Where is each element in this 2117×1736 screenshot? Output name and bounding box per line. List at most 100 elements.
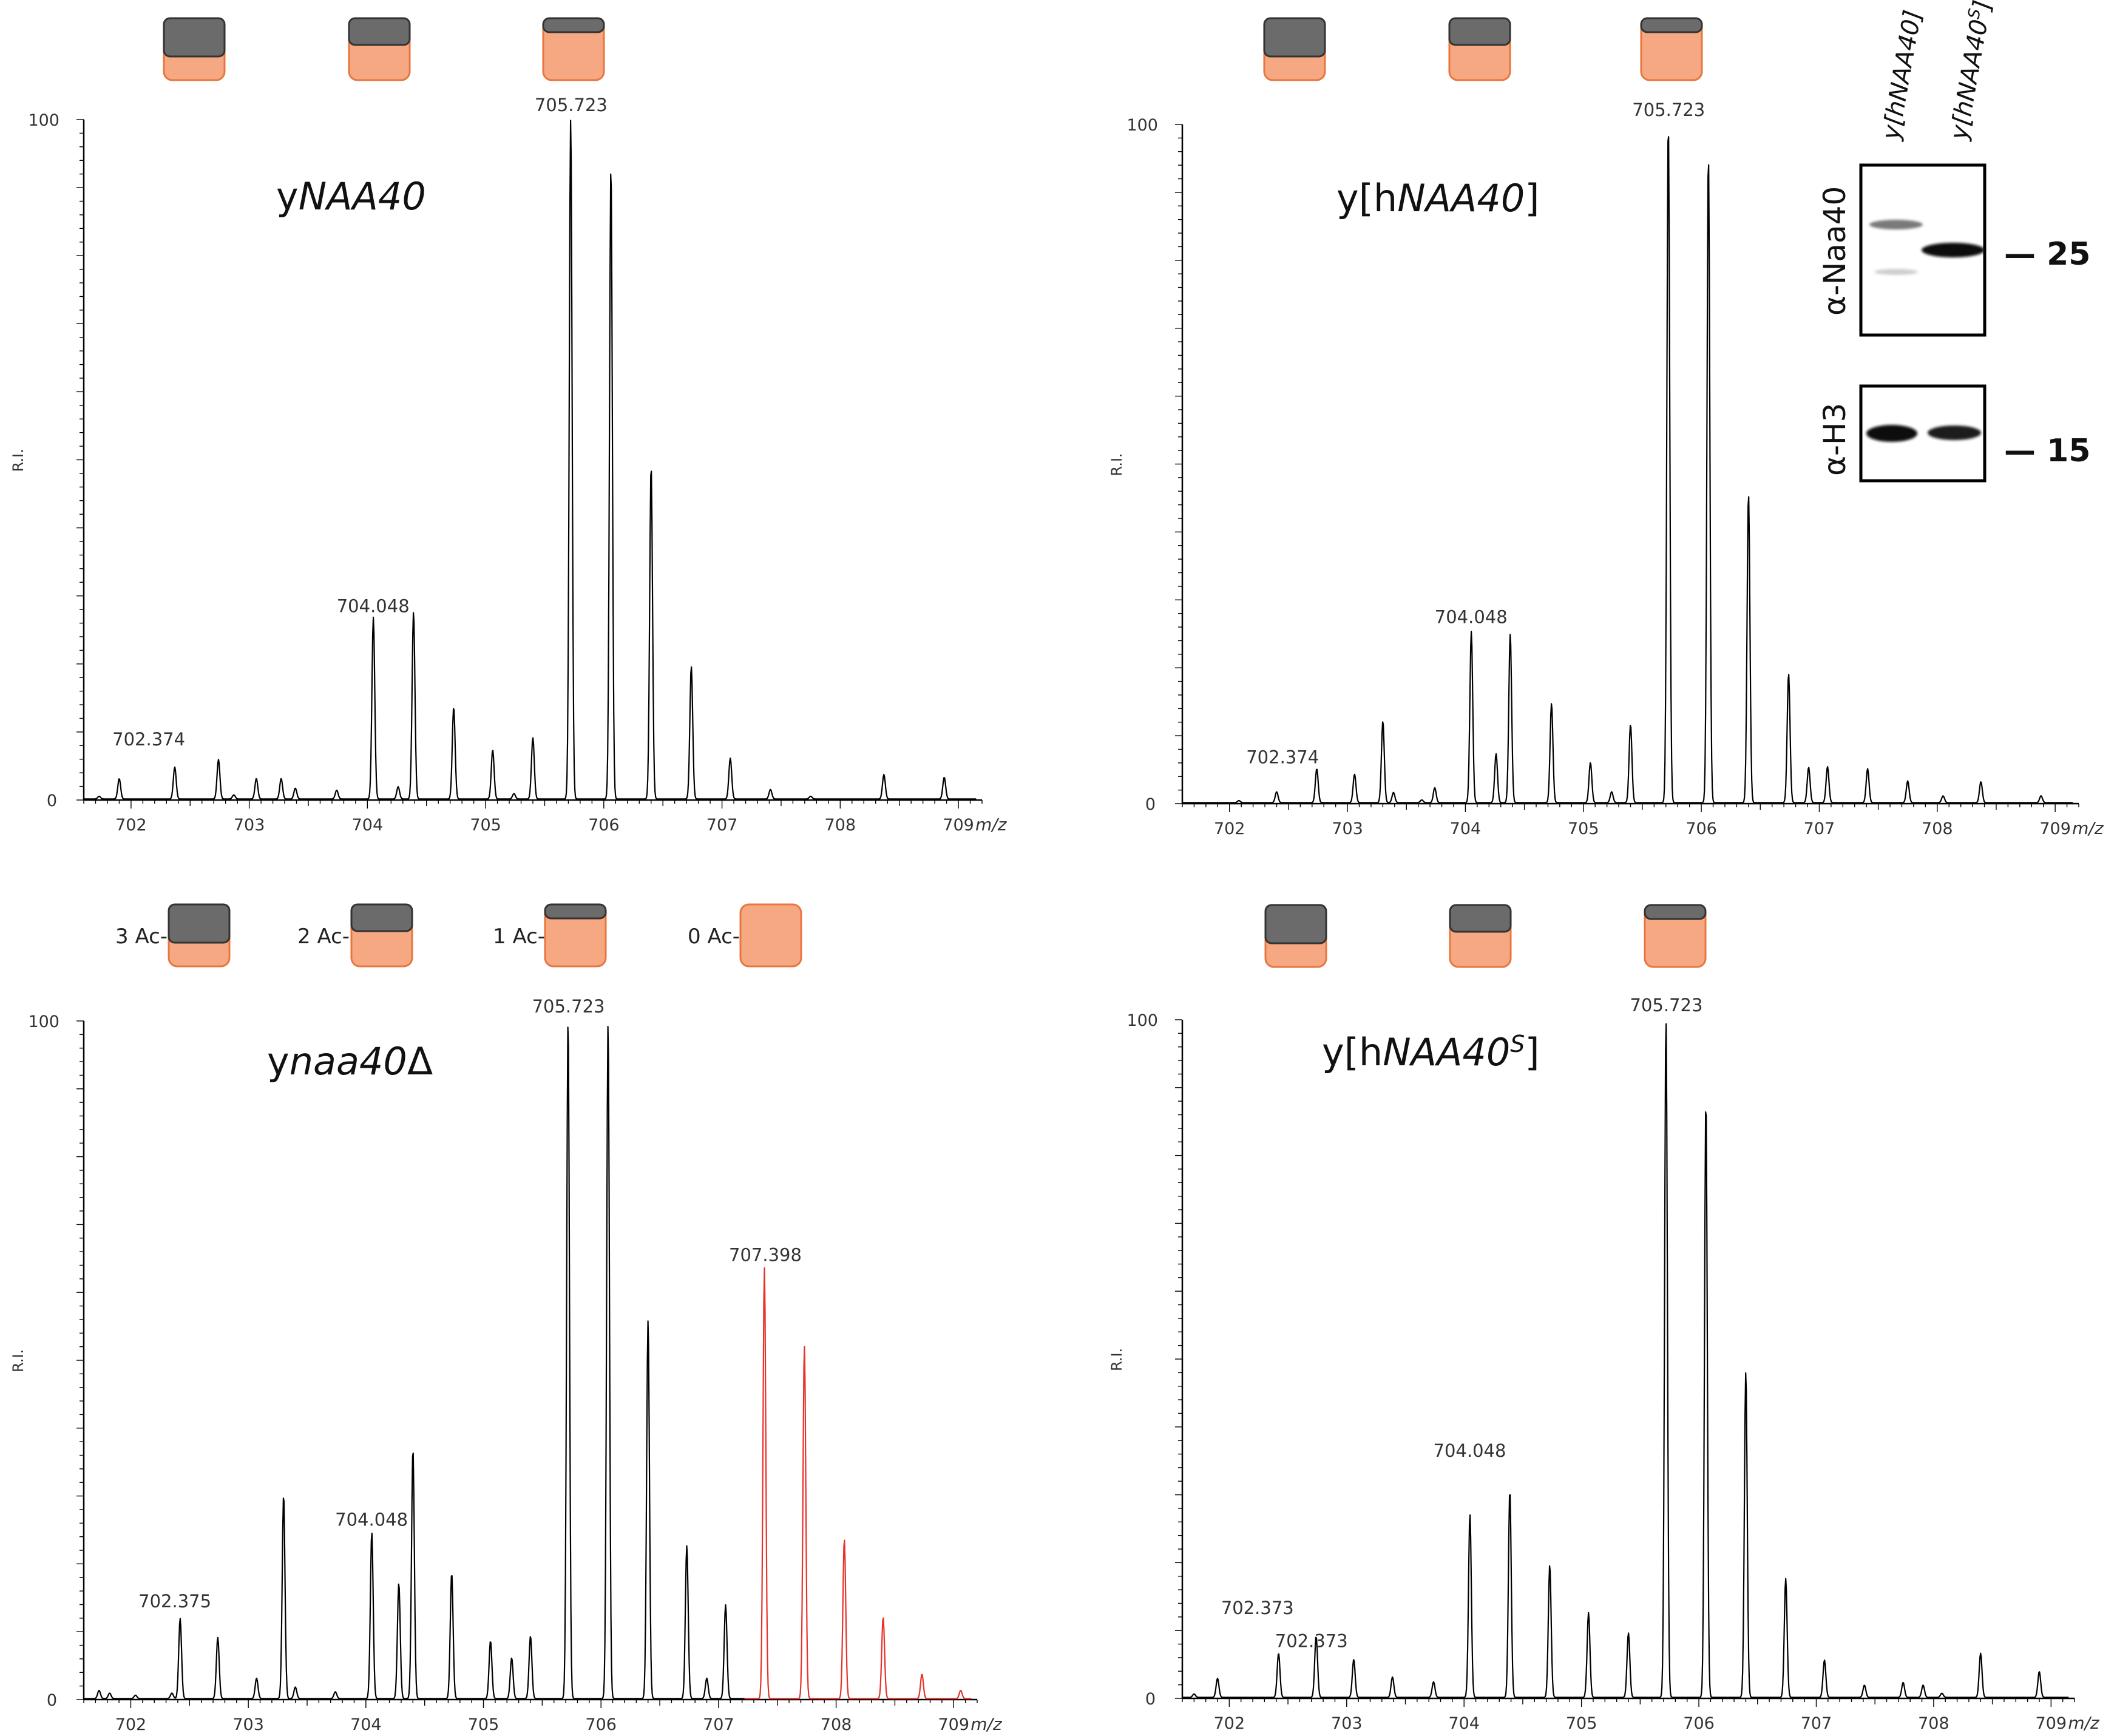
spectrum-line xyxy=(1182,136,2073,804)
y-axis-label: R.I. xyxy=(1108,453,1125,476)
x-axis-label: m/z xyxy=(2072,818,2104,838)
ac-badge-gray xyxy=(1640,17,1703,33)
x-tick-label: 709 xyxy=(938,1715,969,1734)
ac-state-badge: 3 Ac- xyxy=(115,903,231,968)
y-tick-label: 100 xyxy=(28,1012,59,1031)
peak-label: 705.723 xyxy=(532,996,605,1017)
blot-band-h3-lane1 xyxy=(1866,425,1917,442)
blot-band-naa40-lane1 xyxy=(1869,220,1923,229)
x-tick-label: 707 xyxy=(703,1715,734,1734)
ac-state-badge xyxy=(1264,904,1327,968)
ac-state-badge xyxy=(542,17,605,81)
x-tick-label: 705 xyxy=(468,1715,500,1734)
x-tick-label: 703 xyxy=(1332,819,1363,838)
x-axis-label: m/z xyxy=(970,1714,1003,1734)
spectrum-line xyxy=(744,1267,972,1700)
peak-label: 707.398 xyxy=(729,1245,802,1266)
ac-state-badge xyxy=(348,17,411,81)
x-tick-label: 705 xyxy=(470,816,501,835)
ac-badge-gray xyxy=(168,903,231,944)
y-tick-label: 100 xyxy=(1126,116,1158,135)
ac-state-badge: 2 Ac- xyxy=(297,903,413,968)
blot-antibody-naa40: α-Naa40 xyxy=(1817,186,1852,316)
ac-state-label: 2 Ac- xyxy=(297,924,350,949)
blot-band-naa40-lane2 xyxy=(1922,243,1985,257)
ac-badge-gray xyxy=(1449,904,1512,933)
x-tick-label: 706 xyxy=(1683,1714,1715,1733)
y-axis-label: R.I. xyxy=(10,1349,27,1372)
x-tick-label: 707 xyxy=(1804,819,1835,838)
blot-marker-25: — 25 xyxy=(2004,236,2090,273)
blot-antibody-h3: α-H3 xyxy=(1817,403,1852,476)
peak-label: 702.375 xyxy=(138,1591,211,1612)
x-tick-label: 709 xyxy=(2036,1714,2067,1733)
ac-badge-gray xyxy=(348,17,411,46)
ac-state-badge xyxy=(1640,17,1703,81)
ac-badge-gray xyxy=(1448,17,1511,46)
x-tick-label: 705 xyxy=(1566,1714,1597,1733)
spectrum-line xyxy=(83,1026,745,1700)
x-tick-label: 706 xyxy=(1685,819,1717,838)
ac-state-badge xyxy=(1644,904,1707,968)
y-tick-label: 0 xyxy=(1145,1690,1156,1709)
peak-label: 704.048 xyxy=(1434,1440,1506,1461)
peak-label: 702.373 xyxy=(1275,1630,1348,1651)
peak-label: 704.048 xyxy=(337,596,410,617)
spectrum-line xyxy=(83,120,977,800)
x-tick-label: 704 xyxy=(352,816,384,835)
ac-badge-gray xyxy=(163,17,226,58)
spectrum-panel-y-hNAA40S: 0 100 R.I. 702 703 704 705 706 707 708 709 m/z y[hNA… xyxy=(1108,904,2100,1733)
panel-title: yNAA40 xyxy=(276,174,426,219)
y-axis-label: R.I. xyxy=(1108,1348,1125,1371)
blot-band-faint xyxy=(1874,269,1918,275)
y-tick-label: 0 xyxy=(47,1691,57,1710)
x-tick-label: 707 xyxy=(706,816,738,835)
peak-label: 705.723 xyxy=(535,95,608,115)
ac-state-badge xyxy=(1449,904,1512,968)
ac-state-label: 3 Ac- xyxy=(115,924,168,949)
peak-label: 704.048 xyxy=(335,1510,408,1530)
x-tick-label: 703 xyxy=(232,1715,264,1734)
peak-label: 705.723 xyxy=(1630,995,1703,1015)
ac-state-badge: 0 Ac- xyxy=(688,903,802,968)
ac-badge-gray xyxy=(1264,904,1327,944)
ac-badge-base xyxy=(739,903,802,968)
y-tick-label: 0 xyxy=(1145,795,1156,814)
x-tick-label: 702 xyxy=(115,816,147,835)
spectrum-panel-yNAA40: 0 100 R.I. 702 703 704 705 706 707 708 709 m/z yNAA4… xyxy=(10,17,1008,835)
x-tick-label: 708 xyxy=(821,1715,852,1734)
y-axis-label: R.I. xyxy=(10,449,27,472)
x-tick-label: 709 xyxy=(943,816,974,835)
x-axis-label: m/z xyxy=(2068,1713,2100,1733)
ac-badge-gray xyxy=(1644,904,1707,920)
x-tick-label: 702 xyxy=(1214,819,1245,838)
blot-lane-label-1: y[hNAA40] xyxy=(1877,8,1927,142)
x-tick-label: 709 xyxy=(2039,819,2071,838)
peak-label: 702.374 xyxy=(112,729,185,750)
ac-state-badge: 1 Ac- xyxy=(493,903,607,968)
peak-label: 702.373 xyxy=(1221,1598,1294,1618)
panel-title: y[hNAA40S] xyxy=(1322,1030,1540,1074)
x-tick-label: 704 xyxy=(350,1715,382,1734)
x-tick-label: 706 xyxy=(585,1715,617,1734)
x-tick-label: 703 xyxy=(234,816,265,835)
ac-badge-gray xyxy=(542,17,605,33)
x-tick-label: 702 xyxy=(1214,1714,1245,1733)
ac-state-label: 0 Ac- xyxy=(688,924,740,949)
ac-badge-gray xyxy=(1263,17,1326,58)
western-blot-inset: y[hNAA40] y[hNAA40S] α-Naa40 α-H3 — 25 —… xyxy=(1817,0,2090,483)
x-tick-label: 703 xyxy=(1331,1714,1363,1733)
ac-state-label: 1 Ac- xyxy=(493,924,545,949)
peak-label: 704.048 xyxy=(1435,606,1508,627)
blot-marker-15: — 15 xyxy=(2004,433,2090,469)
blot-band-h3-lane2 xyxy=(1928,426,1981,440)
x-tick-label: 706 xyxy=(588,816,620,835)
y-tick-label: 100 xyxy=(28,111,59,130)
y-tick-label: 0 xyxy=(47,792,57,810)
x-tick-label: 708 xyxy=(1922,819,1953,838)
spectrum-line xyxy=(1182,1023,2069,1698)
panel-title: ynaa40Δ xyxy=(267,1039,433,1083)
x-tick-label: 708 xyxy=(825,816,856,835)
x-tick-label: 708 xyxy=(1918,1714,1949,1733)
